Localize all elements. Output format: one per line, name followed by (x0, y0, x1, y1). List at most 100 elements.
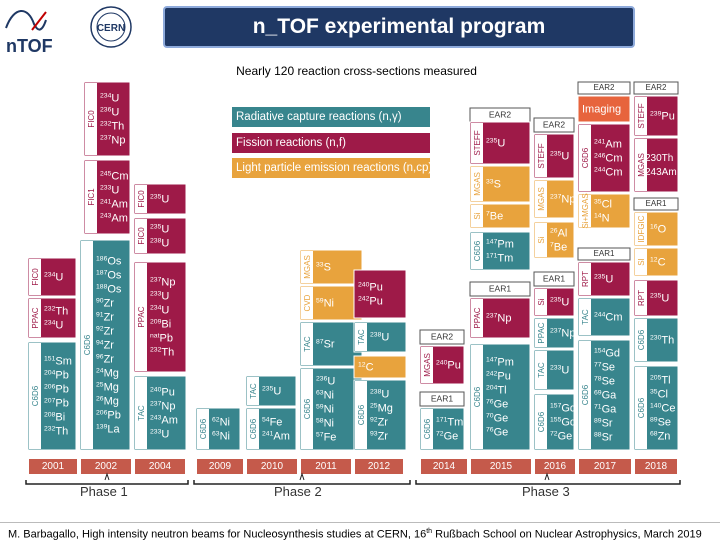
isotope-label: 78Se (594, 376, 615, 388)
block-13: MGAS 33S (299, 249, 363, 285)
isotope-label: 236U (316, 376, 335, 388)
block-rect (577, 95, 631, 123)
isotope-label: 232Th (100, 121, 124, 133)
block-rect (533, 117, 575, 133)
setup-tab (535, 135, 547, 177)
isotope-label: 235U (486, 138, 505, 150)
block-39: PPAC 237Np (533, 317, 575, 349)
year-2016: 2016 (534, 458, 576, 475)
setup-label: TAC (303, 336, 312, 352)
setup-tab (247, 377, 259, 405)
isotope-label: 233U (100, 185, 119, 197)
setup-label: FIC1 (87, 188, 96, 206)
setup-tab (471, 123, 483, 163)
isotope-label: EAR2 (431, 332, 453, 342)
year-2015: 2015 (470, 458, 532, 475)
setup-tab (579, 263, 591, 295)
isotope-label: 7Be (550, 242, 567, 254)
isotope-label: 244Cm (594, 312, 622, 324)
block-10: C6D6 62Ni 63Ni (195, 407, 241, 451)
side-note-item: 230Th (645, 153, 674, 164)
isotope-label: 232Th (44, 426, 68, 438)
block-4: FIC0 234U (27, 257, 77, 297)
isotope-label: 232Th (150, 347, 174, 359)
block-27: MGAS 33S (469, 165, 531, 203)
setup-label: PPAC (31, 307, 40, 328)
setup-label: TAC (137, 405, 146, 421)
block-49: C6D6 154Gd 77Se 78Se 69Ga 71Ga 89Sr 88Sr (577, 339, 631, 451)
setup-label: STEFF (637, 103, 646, 128)
isotope-label: 63Ni (316, 390, 334, 402)
isotope-label: 147Pm (486, 357, 514, 369)
setup-label: MGAS (537, 187, 546, 211)
isotope-label: 171Tm (486, 253, 513, 265)
isotope-label: 26Al (550, 228, 567, 240)
setup-label: CVD (303, 294, 312, 311)
block-rect (633, 81, 679, 95)
setup-label: TAC (249, 383, 258, 399)
setup-tab (197, 409, 209, 449)
isotope-label: 230Th (650, 335, 674, 347)
setup-label: RPT (637, 290, 646, 306)
setup-tab (301, 369, 313, 449)
setup-label: SI (637, 258, 646, 266)
block-16: C6D6 236U 63Ni 59Ni 58Ni 57Fe (299, 367, 363, 451)
isotope-label: 25Mg (96, 382, 119, 394)
setup-label: C6D6 (637, 397, 646, 418)
isotope-label: 242Pu (358, 296, 383, 308)
setup-label: C6D6 (357, 404, 366, 425)
isotope-label: 54Fe (262, 417, 282, 429)
isotope-label: EAR1 (543, 274, 565, 284)
setup-tab (29, 299, 41, 337)
setup-label: TAC (537, 362, 546, 378)
isotope-label: 208Bi (44, 412, 65, 424)
block-45: Si+MGAS 35Cl 14N (577, 193, 631, 229)
setup-label: C6D6 (423, 418, 432, 439)
svg-text:CERN: CERN (97, 23, 125, 34)
setup-tab (301, 251, 313, 283)
setup-label: FIC0 (87, 110, 96, 128)
year-2009: 2009 (196, 458, 244, 475)
year-2014: 2014 (420, 458, 468, 475)
setup-label: MGAS (423, 353, 432, 377)
isotope-label: 232Th (44, 306, 68, 318)
isotope-label: 76Ge (486, 427, 508, 439)
block-rect (353, 269, 407, 319)
block-rect (353, 355, 407, 379)
isotope-label: EAR1 (646, 199, 667, 208)
setup-label: IDFGIC (637, 215, 646, 242)
isotope-label: 154Gd (594, 348, 620, 360)
isotope-label: EAR2 (594, 83, 615, 92)
setup-label: C6D6 (637, 329, 646, 350)
legend-fission: Fission reactions (n,f) (232, 133, 430, 153)
isotope-label: 239Pu (650, 111, 675, 123)
isotope-label: 62Ni (212, 417, 230, 429)
cern-logo: CERN (86, 4, 136, 50)
isotope-label: Imaging (582, 104, 621, 116)
setup-label: C6D6 (249, 418, 258, 439)
isotope-label: 186Os (96, 256, 122, 268)
block-20: C6D6 238U 25Mg 92Zr 93Zr (353, 379, 407, 451)
block-26: STEFF 235U (469, 121, 531, 165)
footer-citation: M. Barbagallo, High intensity neutron be… (0, 522, 720, 541)
setup-label: FIC0 (137, 227, 146, 245)
setup-label: C6D6 (31, 385, 40, 406)
block-58: C6D6 205Tl 35Cl 140Ce 89Se 68Zn (633, 365, 679, 451)
setup-tab (355, 323, 367, 351)
setup-tab (247, 409, 259, 449)
isotope-label: 14N (594, 213, 610, 225)
block-0: FIC0 234U 236U 232Th 237Np (83, 81, 131, 157)
isotope-label: 96Zr (96, 354, 114, 366)
block-rect (577, 81, 631, 95)
isotope-label: 171Tm (436, 417, 463, 429)
isotope-label: 139La (96, 424, 120, 436)
setup-tab (471, 167, 483, 201)
block-54: IDFGIC 16O (633, 211, 679, 247)
setup-label: PPAC (473, 307, 482, 328)
setup-label: C6D6 (473, 386, 482, 407)
isotope-label: 187Os (96, 270, 122, 282)
isotope-label: 72Ge (436, 431, 458, 443)
isotope-label: 235U (550, 151, 569, 163)
year-2011: 2011 (300, 458, 352, 475)
